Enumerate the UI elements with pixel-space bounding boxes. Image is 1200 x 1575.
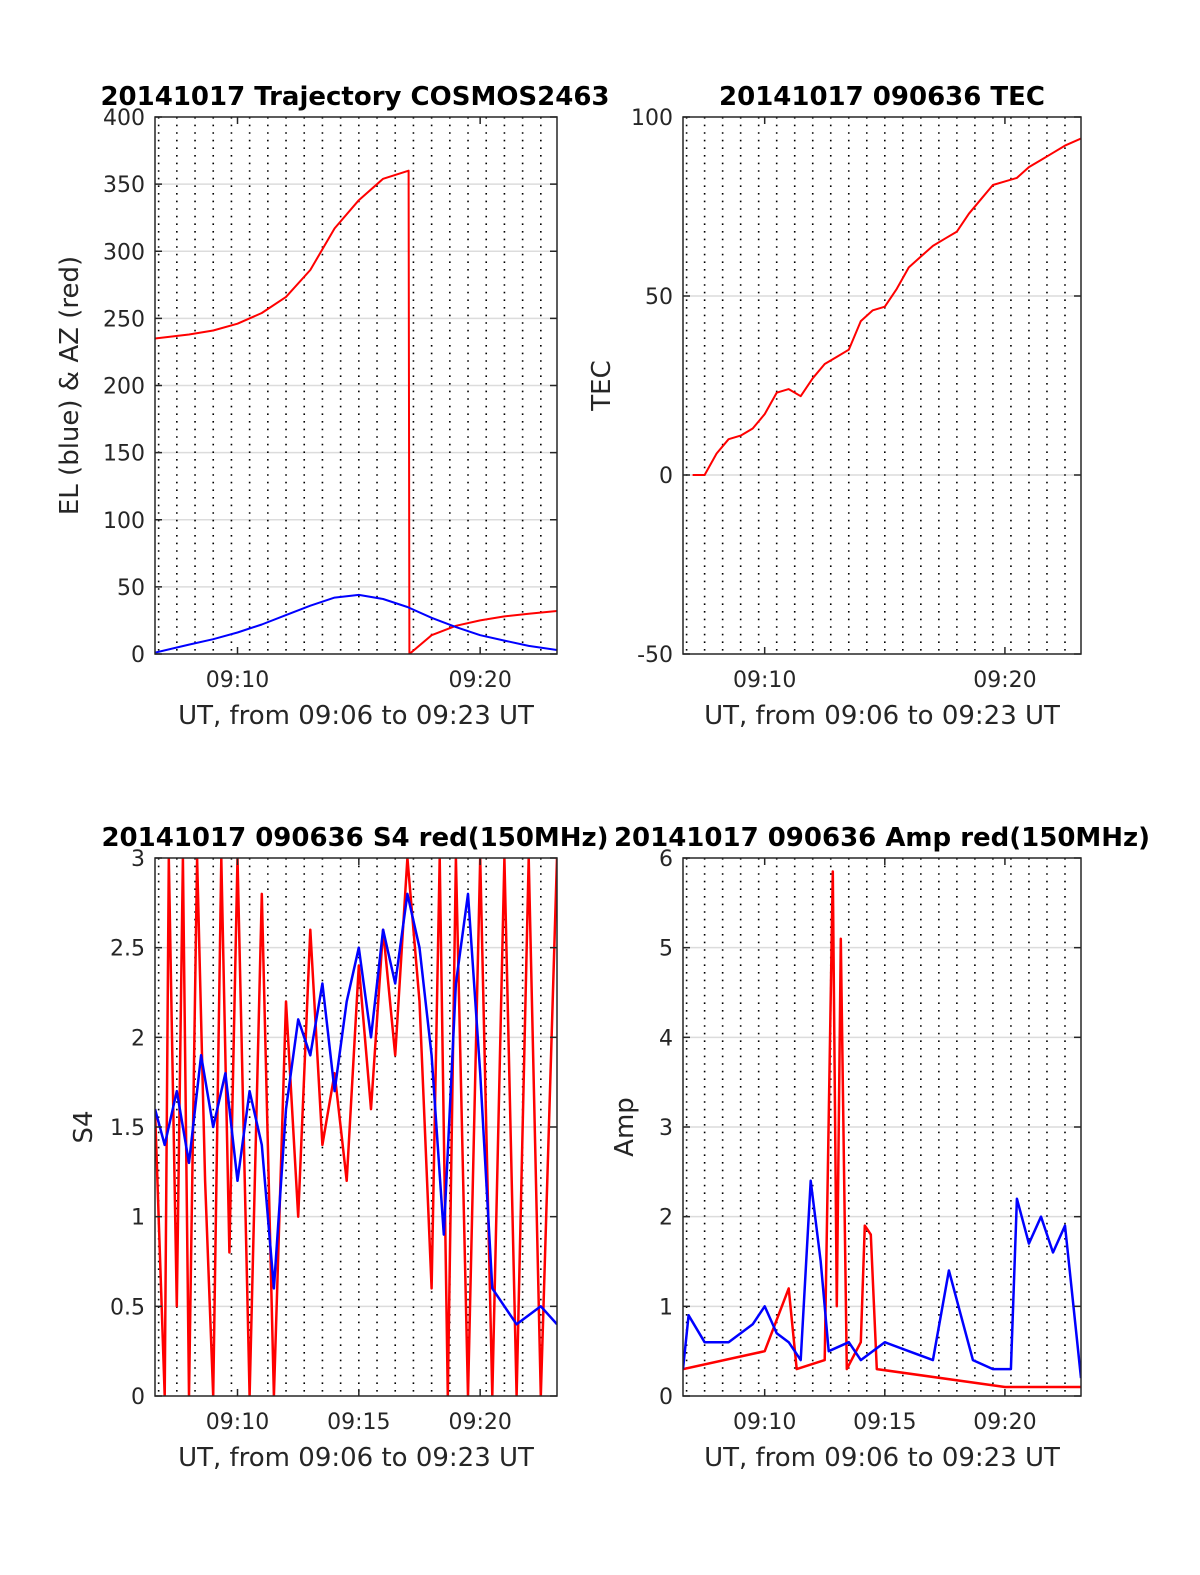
y-tick-label: 2 bbox=[131, 1026, 145, 1051]
y-tick-label: 400 bbox=[103, 106, 145, 131]
x-tick-label: 09:10 bbox=[206, 1410, 269, 1435]
amp-grid bbox=[683, 858, 1081, 1396]
x-tick-label: 09:20 bbox=[448, 1410, 511, 1435]
y-tick-label: 4 bbox=[659, 1026, 673, 1051]
trajectory-title: 20141017 Trajectory COSMOS2463 bbox=[100, 82, 609, 112]
s4-ticks: 0 0.5 1 1.5 2 2.5 3 09:10 09:15 09:20 bbox=[110, 847, 557, 1435]
tec-plot-area bbox=[692, 137, 1081, 476]
y-tick-label: 100 bbox=[631, 106, 673, 131]
s4-series-line-0 bbox=[155, 858, 557, 1396]
trajectory-plot-area bbox=[155, 169, 557, 654]
s4-chart: 0 0.5 1 1.5 2 2.5 3 09:10 09:15 09:20 20141017 09… bbox=[69, 823, 609, 1473]
x-tick-label: 09:10 bbox=[733, 1410, 796, 1435]
trajectory-series-line-1 bbox=[155, 593, 557, 654]
s4-y-axis-label: S4 bbox=[69, 1110, 99, 1143]
amp-y-axis-label: Amp bbox=[610, 1097, 640, 1157]
y-tick-label: 1 bbox=[131, 1206, 145, 1231]
amp-chart: 0 1 2 3 4 5 6 09:10 09:15 09:20 20141017 090636 A… bbox=[610, 823, 1150, 1473]
y-tick-label: 2 bbox=[659, 1206, 673, 1231]
amp-plot-area bbox=[683, 870, 1081, 1389]
y-tick-label: 0.5 bbox=[110, 1295, 145, 1320]
tec-title: 20141017 090636 TEC bbox=[719, 82, 1045, 112]
y-tick-label: 6 bbox=[659, 847, 673, 872]
x-tick-label: 09:20 bbox=[448, 668, 511, 693]
tec-ticks: -50 0 50 100 09:10 09:20 bbox=[631, 106, 1081, 693]
y-tick-label: 50 bbox=[645, 285, 673, 310]
y-tick-label: 300 bbox=[103, 240, 145, 265]
y-tick-label: 0 bbox=[659, 1385, 673, 1410]
tec-grid bbox=[683, 117, 1081, 654]
trajectory-grid bbox=[155, 117, 557, 654]
amp-x-axis-label: UT, from 09:06 to 09:23 UT bbox=[704, 1443, 1060, 1473]
trajectory-x-axis-label: UT, from 09:06 to 09:23 UT bbox=[178, 701, 534, 731]
s4-series-line-1 bbox=[155, 892, 557, 1326]
y-tick-label: 100 bbox=[103, 509, 145, 534]
x-tick-label: 09:15 bbox=[327, 1410, 390, 1435]
y-tick-label: 0 bbox=[131, 1385, 145, 1410]
y-tick-label: 0 bbox=[131, 643, 145, 668]
y-tick-label: 1 bbox=[659, 1295, 673, 1320]
x-tick-label: 09:20 bbox=[973, 668, 1036, 693]
x-tick-label: 09:20 bbox=[973, 1410, 1036, 1435]
y-tick-label: 250 bbox=[103, 307, 145, 332]
tec-x-axis-label: UT, from 09:06 to 09:23 UT bbox=[704, 701, 1060, 731]
amp-series-line-0 bbox=[683, 870, 1081, 1389]
tec-y-axis-label: TEC bbox=[587, 360, 617, 411]
y-tick-label: 0 bbox=[659, 464, 673, 489]
y-tick-label: 2.5 bbox=[110, 937, 145, 962]
s4-title: 20141017 090636 S4 red(150MHz) bbox=[101, 823, 608, 853]
y-tick-label: 150 bbox=[103, 442, 145, 467]
x-tick-label: 09:10 bbox=[733, 668, 796, 693]
trajectory-series-line-0 bbox=[155, 169, 557, 654]
x-tick-label: 09:10 bbox=[206, 668, 269, 693]
y-tick-label: -50 bbox=[637, 643, 673, 668]
y-tick-label: 3 bbox=[659, 1116, 673, 1141]
y-tick-label: 5 bbox=[659, 937, 673, 962]
y-tick-label: 50 bbox=[117, 576, 145, 601]
s4-plot-area bbox=[155, 858, 557, 1396]
amp-title: 20141017 090636 Amp red(150MHz) bbox=[614, 823, 1150, 853]
x-tick-label: 09:15 bbox=[853, 1410, 916, 1435]
tec-series-line-0 bbox=[692, 137, 1081, 476]
amp-series-line-1 bbox=[683, 1179, 1081, 1379]
trajectory-ticks: 0 50 100 150 200 250 300 350 400 09:10 09:20 bbox=[103, 106, 557, 693]
trajectory-chart: 0 50 100 150 200 250 300 350 400 09:10 09:20 20141… bbox=[55, 82, 610, 731]
y-tick-label: 3 bbox=[131, 847, 145, 872]
y-tick-label: 1.5 bbox=[110, 1116, 145, 1141]
trajectory-y-axis-label: EL (blue) & AZ (red) bbox=[55, 256, 85, 515]
tec-axes-box bbox=[682, 116, 1082, 655]
y-tick-label: 350 bbox=[103, 173, 145, 198]
s4-x-axis-label: UT, from 09:06 to 09:23 UT bbox=[178, 1443, 534, 1473]
amp-ticks: 0 1 2 3 4 5 6 09:10 09:15 09:20 bbox=[659, 847, 1081, 1435]
y-tick-label: 200 bbox=[103, 375, 145, 400]
